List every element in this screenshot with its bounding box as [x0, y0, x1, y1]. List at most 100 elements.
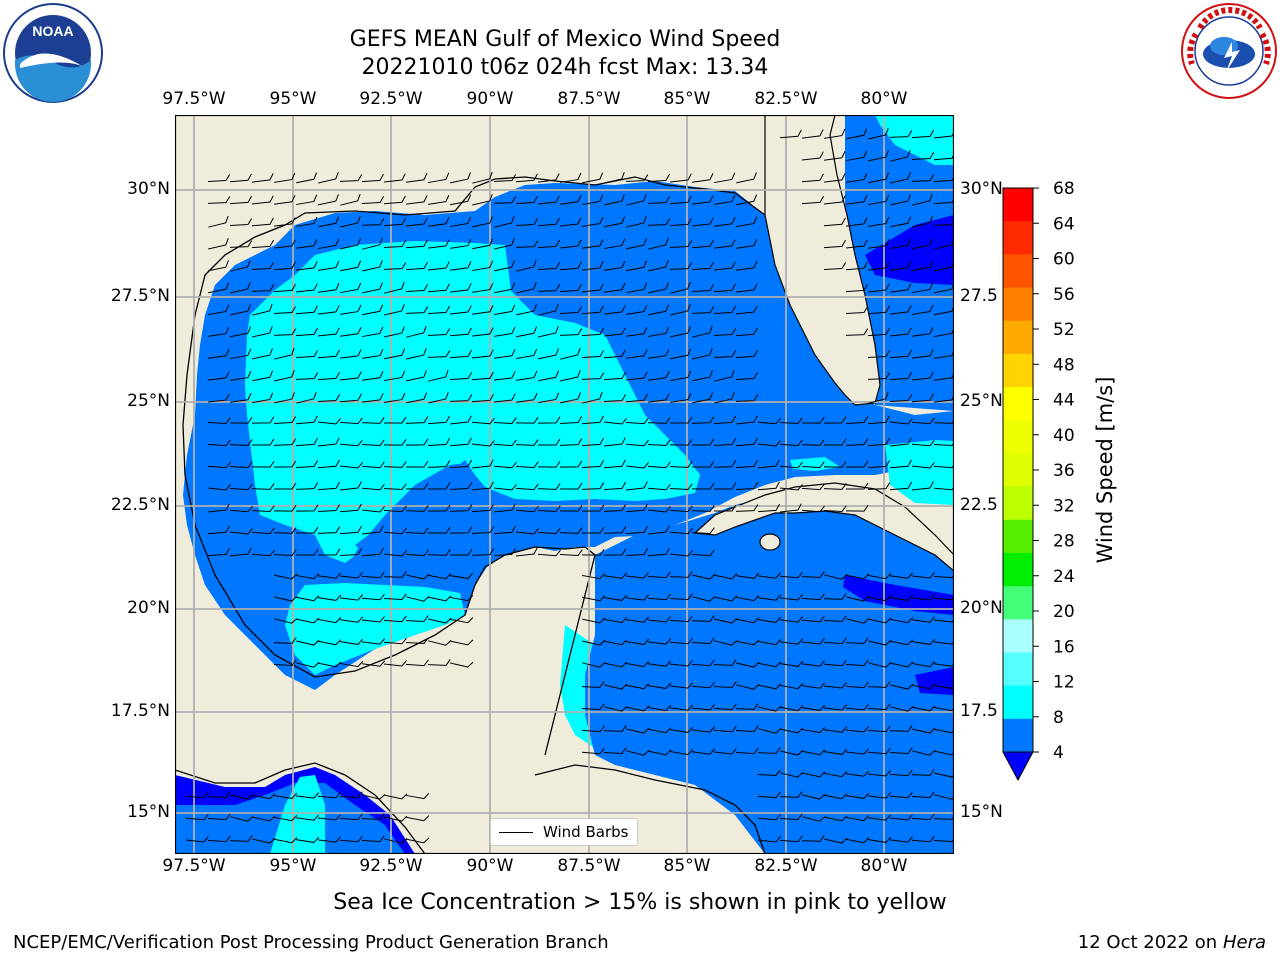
wind-barb	[273, 328, 297, 336]
wind-barb	[670, 326, 691, 338]
wind-barb	[383, 461, 407, 468]
wind-barb	[648, 326, 670, 338]
wind-barb	[362, 326, 384, 338]
wind-barb	[735, 437, 758, 447]
wind-barb	[934, 727, 954, 734]
wind-barb	[670, 281, 691, 294]
wind-barb	[472, 216, 493, 228]
wind-barb	[626, 683, 650, 690]
wind-barb	[471, 440, 495, 447]
wind-barb	[890, 238, 912, 250]
wind-barb	[889, 459, 912, 469]
wind-barb	[273, 283, 296, 293]
wind-barb	[296, 661, 320, 668]
wind-barb	[406, 460, 429, 468]
wind-barb	[603, 371, 626, 381]
wind-barb	[736, 572, 760, 579]
wind-barb	[559, 438, 583, 446]
wind-barb	[185, 791, 209, 799]
wind-barb	[823, 637, 847, 645]
wind-barb	[911, 813, 935, 821]
wind-barb	[450, 617, 474, 624]
wind-barb	[868, 814, 892, 821]
wind-barb	[823, 659, 847, 667]
wind-barb	[405, 659, 429, 667]
wind-barb	[933, 151, 954, 161]
lat-label-right: 25°N	[960, 391, 1003, 411]
wind-barb	[383, 240, 407, 248]
wind-barb	[692, 173, 714, 183]
wind-barb	[934, 682, 954, 689]
wind-barb	[560, 172, 582, 183]
wind-barb	[252, 438, 275, 446]
wind-barb	[537, 460, 561, 468]
wind-barb	[295, 415, 318, 425]
wind-barb	[538, 348, 559, 360]
wind-barb	[889, 394, 913, 402]
wind-barb	[626, 749, 650, 756]
wind-barb	[296, 617, 320, 624]
wind-barb	[405, 239, 428, 249]
wind-barb	[515, 505, 539, 513]
wind-barb	[405, 261, 428, 271]
wind-barb	[846, 195, 868, 205]
wind-barb	[802, 704, 826, 711]
wind-barb	[933, 173, 954, 183]
wind-barb	[516, 304, 537, 316]
wind-barb	[274, 392, 295, 404]
wind-barb	[383, 195, 406, 205]
wind-barb	[604, 705, 628, 712]
wind-barb	[713, 415, 736, 425]
wind-barb	[692, 325, 713, 338]
wind-barb	[736, 639, 760, 646]
wind-barb	[691, 217, 714, 227]
wind-barb	[757, 417, 781, 425]
wind-barb	[691, 284, 715, 292]
wind-barb	[406, 815, 430, 822]
wind-barb	[559, 261, 582, 271]
wind-barb	[361, 439, 385, 446]
wind-barb	[384, 281, 405, 294]
wind-barb	[450, 194, 472, 206]
wind-barb	[845, 261, 868, 271]
wind-barb	[471, 393, 494, 403]
wind-barb	[802, 749, 826, 756]
wind-barb	[362, 371, 384, 381]
wind-barb	[493, 503, 516, 513]
wind-barb	[493, 417, 517, 424]
wind-barb	[867, 681, 891, 688]
wind-barb	[757, 791, 781, 799]
wind-barb	[274, 792, 298, 799]
wind-barb	[207, 174, 231, 182]
wind-barb	[252, 837, 276, 844]
lon-label-bottom: 80°W	[860, 856, 908, 876]
wind-barb	[493, 461, 517, 469]
wind-barb	[274, 617, 298, 624]
colorbar-cell	[1003, 552, 1033, 587]
wind-barb	[362, 348, 384, 359]
wind-barb	[890, 283, 912, 293]
wind-barb	[933, 835, 954, 842]
wind-barb	[648, 348, 670, 359]
wind-barb	[845, 328, 869, 336]
wind-barb	[208, 304, 230, 316]
lat-label-left: 30°N	[127, 179, 170, 199]
wind-barb	[779, 791, 803, 798]
wind-barb	[384, 392, 406, 403]
wind-barb	[383, 173, 406, 183]
wind-barb	[428, 392, 449, 404]
wind-barb	[559, 416, 583, 424]
wind-barb	[801, 615, 825, 623]
wind-barb	[450, 548, 473, 556]
wind-barb	[295, 350, 319, 358]
wind-barb	[868, 150, 889, 162]
wind-barb	[626, 260, 648, 272]
wind-barb	[779, 417, 803, 424]
footer-host: Hera	[1222, 932, 1266, 953]
wind-barb	[252, 370, 274, 382]
noaa-logo-text: NOAA	[32, 23, 73, 39]
wind-barb	[912, 616, 936, 623]
wind-barb	[559, 306, 583, 314]
wind-barb	[647, 593, 671, 601]
wind-barb	[428, 369, 449, 382]
